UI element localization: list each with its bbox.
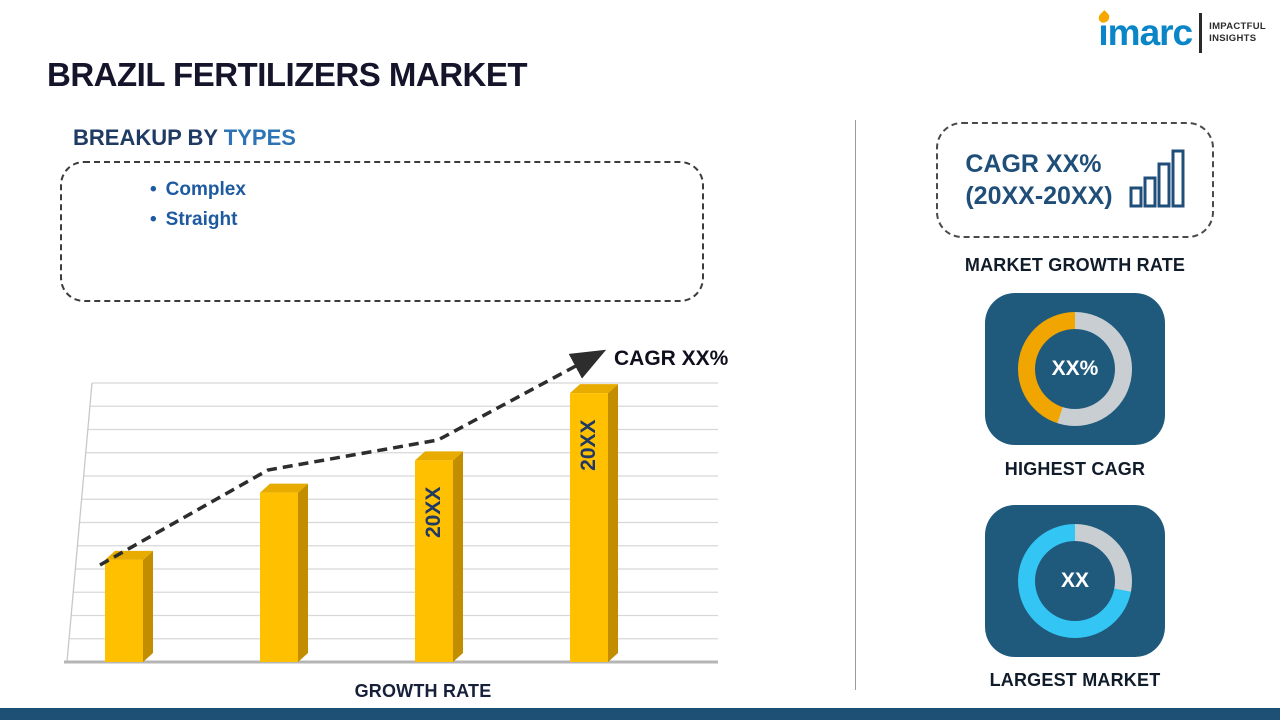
imarc-logo: imarc IMPACTFUL INSIGHTS xyxy=(1096,10,1266,53)
cagr-box-line2: (20XX-20XX) xyxy=(965,182,1113,210)
tagline-line1: IMPACTFUL xyxy=(1209,20,1266,32)
donut-chart-highest-cagr: XX% xyxy=(1018,312,1132,426)
tagline-line2: INSIGHTS xyxy=(1209,33,1257,44)
bar-side-face xyxy=(608,384,618,662)
breakup-heading-prefix: BREAKUP BY xyxy=(73,125,224,150)
imarc-brand-text: imarc xyxy=(1096,10,1193,51)
stat-card-highest-cagr: XX% xyxy=(985,293,1165,445)
bar xyxy=(260,492,298,662)
growth-chart-svg: CAGR XX% 20XX 20XX xyxy=(64,347,729,664)
donut-chart-largest-market: XX xyxy=(1018,524,1132,638)
bar-side-face xyxy=(143,550,153,662)
x-axis-label: GROWTH RATE xyxy=(354,681,492,701)
bullet-icon: • xyxy=(150,209,157,230)
bar xyxy=(415,460,453,662)
cagr-box-line1: CAGR XX% xyxy=(965,149,1102,178)
section-divider xyxy=(855,120,856,690)
breakup-item-label: Straight xyxy=(165,209,238,230)
caption-highest-cagr: HIGHEST CAGR xyxy=(1004,459,1146,479)
footer-bar xyxy=(0,708,1280,720)
left-wall-edge xyxy=(66,382,93,663)
caption-largest-market: LARGEST MARKET xyxy=(989,670,1161,690)
bar-label: 20XX xyxy=(422,487,445,538)
breakup-item-label: Complex xyxy=(165,179,246,200)
breakup-box: • Complex • Straight xyxy=(60,161,704,302)
cagr-box-text: CAGR XX% (20XX-20XX) xyxy=(965,148,1112,213)
bar-label: 20XX xyxy=(577,419,600,470)
bullet-icon: • xyxy=(150,179,157,200)
stat-card-largest-market: XX xyxy=(985,505,1165,657)
list-item: • Complex xyxy=(150,175,702,205)
logo-divider xyxy=(1199,13,1203,53)
bar xyxy=(570,393,608,662)
breakup-heading: BREAKUP BY TYPES xyxy=(73,125,296,151)
cagr-trend-label: CAGR XX% xyxy=(614,347,729,370)
logo-tagline: IMPACTFUL INSIGHTS xyxy=(1209,21,1266,46)
bar-top-face xyxy=(415,451,463,461)
cagr-box: CAGR XX% (20XX-20XX) xyxy=(936,122,1214,238)
donut-value-highest-cagr: XX% xyxy=(1035,329,1115,409)
bar xyxy=(105,559,143,662)
brand-label: imarc xyxy=(1098,12,1193,54)
bar-top-face xyxy=(570,384,618,394)
breakup-heading-highlight: TYPES xyxy=(223,125,296,150)
list-item: • Straight xyxy=(150,205,702,235)
caption-market-growth-rate: MARKET GROWTH RATE xyxy=(964,255,1186,275)
bar-side-face xyxy=(298,483,308,662)
page-title: BRAZIL FERTILIZERS MARKET xyxy=(47,56,528,93)
bar-side-face xyxy=(453,451,463,662)
bar-top-face xyxy=(105,550,153,560)
bar-chart-icon xyxy=(1129,149,1185,208)
trend-arrow xyxy=(99,349,607,567)
bar-top-face xyxy=(260,483,308,493)
growth-chart: CAGR XX% 20XX 20XX xyxy=(62,338,734,676)
donut-value-largest-market: XX xyxy=(1035,541,1115,621)
